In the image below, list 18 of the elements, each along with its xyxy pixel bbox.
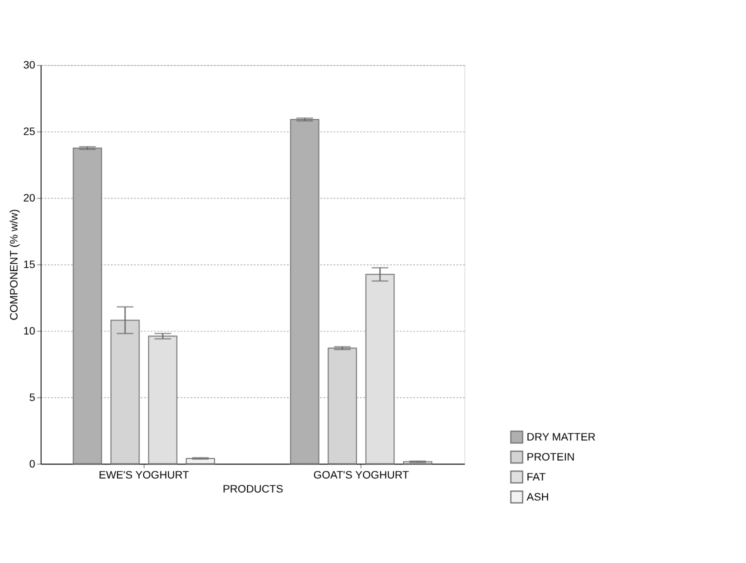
legend-label: DRY MATTER: [526, 432, 596, 444]
y-tick-label: 10: [23, 326, 36, 338]
y-tick-label: 15: [23, 259, 36, 272]
y-tick-label: 5: [29, 392, 36, 404]
x-tick-label: GOAT'S YOGHURT: [313, 469, 410, 482]
y-tick-label: 25: [23, 126, 36, 138]
bar: [328, 348, 357, 464]
legend-label: FAT: [526, 471, 546, 484]
y-tick-label: 30: [23, 60, 36, 72]
legend-label: PROTEIN: [526, 451, 575, 464]
legend-label: ASH: [526, 491, 549, 504]
y-axis-title: COMPONENT (% w/w): [8, 209, 20, 320]
y-tick-label: 20: [23, 192, 36, 205]
bar: [110, 320, 140, 464]
x-axis-title: PRODUCTS: [222, 483, 284, 496]
x-tick-label: EWE'S YOGHURT: [98, 469, 190, 482]
y-tick-label: 0: [29, 458, 36, 470]
bar: [365, 274, 395, 464]
